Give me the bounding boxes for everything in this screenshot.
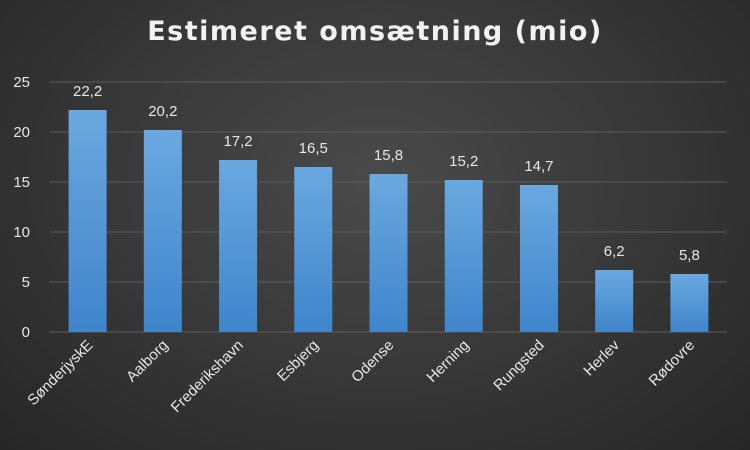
bar [143, 130, 182, 332]
data-label: 22,2 [73, 83, 102, 100]
bar [219, 160, 258, 332]
bar [595, 270, 634, 332]
x-tick-label: Herlev [580, 336, 623, 379]
bars [68, 110, 709, 332]
bar [444, 180, 483, 332]
y-tick-label: 20 [13, 124, 30, 141]
bar [670, 274, 709, 332]
x-tick-label: Herning [423, 337, 472, 386]
y-tick-label: 5 [22, 274, 30, 291]
data-label: 14,7 [524, 158, 553, 175]
y-tick-label: 25 [13, 74, 30, 91]
x-tick-label: Rødovre [646, 337, 699, 390]
x-tick-label: Esbjerg [274, 337, 322, 385]
bar [294, 167, 333, 332]
data-label: 17,2 [223, 133, 252, 150]
chart-title: Estimeret omsætning (mio) [147, 16, 603, 47]
data-label: 15,2 [449, 153, 478, 170]
y-tick-label: 10 [13, 224, 30, 241]
data-label: 5,8 [679, 247, 700, 264]
bar [519, 185, 558, 332]
x-tick-label: Aalborg [123, 337, 172, 386]
data-label: 16,5 [299, 140, 328, 157]
x-tick-label: SønderjyskE [24, 337, 96, 409]
y-tick-label: 0 [22, 324, 30, 341]
y-tick-label: 15 [13, 174, 30, 191]
x-tick-label: Frederikshavn [168, 337, 247, 416]
data-label: 20,2 [148, 103, 177, 120]
data-label: 6,2 [604, 243, 625, 260]
x-tick-label: Rungsted [490, 337, 547, 394]
bar [68, 110, 107, 332]
labels: 0 5 10 15 20 25 22,2 SønderjyskE 20,2 Aalborg 17,2… [13, 74, 700, 416]
data-label: 15,8 [374, 147, 403, 164]
x-tick-label: Odense [348, 337, 397, 386]
bar [369, 174, 408, 332]
